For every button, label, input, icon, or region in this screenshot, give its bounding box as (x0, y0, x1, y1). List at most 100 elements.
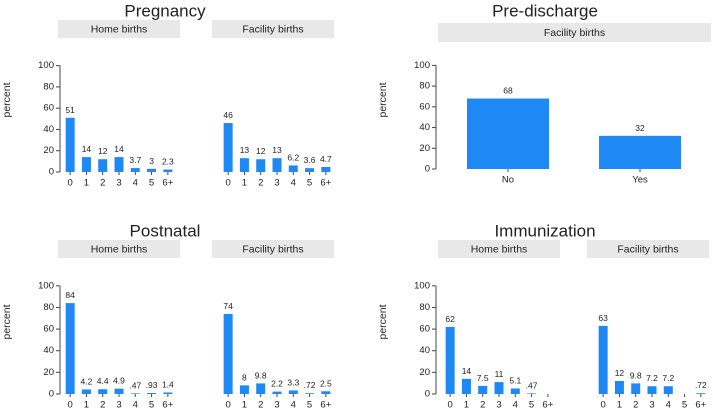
x-tick-label: Yes (632, 175, 648, 186)
x-tick-label: 4 (133, 178, 138, 189)
chart-panel-pre-discharge: Pre-discharge percent 0 20 40 60 80 100 Facility… (377, 1, 711, 186)
facet-strip (587, 240, 709, 258)
bar (647, 386, 657, 394)
bar (696, 393, 706, 394)
x-tick-label: 5 (682, 400, 687, 408)
bar (663, 386, 673, 394)
bar (631, 383, 641, 394)
bar-value-label: .93 (146, 380, 158, 390)
x-tick-label: 2 (480, 400, 485, 408)
bar-value-label: 3.3 (287, 377, 299, 387)
x-tick-label: 2 (100, 400, 105, 408)
bar (321, 167, 331, 172)
bar-value-label: .72 (304, 380, 316, 390)
bar (256, 159, 266, 172)
x-tick-label: 1 (84, 178, 89, 189)
x-tick-label: 3 (649, 400, 654, 408)
y-tick-label: 60 (419, 101, 430, 112)
bar-value-label: .72 (695, 380, 707, 390)
bar (147, 168, 157, 172)
y-tick-label: 60 (43, 103, 54, 114)
facet-strip-label: Facility births (242, 23, 303, 35)
bar-value-label: 9.8 (630, 370, 642, 380)
bar-value-label: 9.8 (255, 370, 267, 380)
y-tick-label: 80 (419, 81, 430, 92)
bar (223, 123, 233, 172)
panel-title: Pre-discharge (492, 1, 598, 20)
bar (614, 381, 624, 394)
y-tick-label: 100 (38, 60, 54, 71)
x-tick-label: 6+ (320, 178, 331, 189)
bar-value-label: 4.4 (97, 376, 109, 386)
x-tick-label: 2 (258, 400, 263, 408)
x-tick-label: 1 (242, 178, 247, 189)
bar (321, 391, 331, 394)
x-tick-label: 5 (307, 400, 312, 408)
bar-value-label: 2.5 (320, 378, 332, 388)
bar-value-label: 3.7 (129, 155, 141, 165)
bar-value-label: 46 (223, 110, 233, 120)
x-tick-label: 3 (274, 400, 279, 408)
bar-value-label: 12 (256, 146, 266, 156)
y-tick-label: 0 (425, 389, 430, 400)
bar-value-label: 74 (223, 301, 233, 311)
x-tick-label: 4 (291, 400, 296, 408)
bar-value-label: 6.2 (287, 152, 299, 162)
x-tick-label: 0 (67, 178, 72, 189)
facet-home-births: Home births 0 84 1 4.2 2 4.4 3 4.9 4 .47 5 .93 6+ 1.4 (58, 240, 180, 408)
x-tick-label: 2 (100, 178, 105, 189)
x-tick-label: 6+ (542, 400, 553, 408)
facet-strip-label: Home births (471, 243, 528, 255)
bar-value-label: 14 (462, 366, 472, 376)
y-tick-label: 60 (419, 324, 430, 335)
bar (130, 393, 140, 394)
y-axis-label: percent (1, 304, 13, 339)
x-tick-label: 0 (600, 400, 605, 408)
bar-value-label: 62 (445, 314, 455, 324)
x-tick-label: 4 (291, 178, 296, 189)
x-tick-label: 3 (116, 178, 121, 189)
y-tick-label: 100 (414, 60, 430, 71)
bar (98, 159, 108, 172)
x-tick-label: 0 (225, 178, 230, 189)
bar (599, 135, 681, 169)
x-tick-label: 5 (529, 400, 534, 408)
bar (130, 168, 140, 172)
facet-strip (438, 240, 560, 258)
bar-value-label: 14 (114, 144, 124, 154)
facet-strip-label: Facility births (242, 243, 303, 255)
bar-value-label: 3 (149, 156, 154, 166)
x-tick-label: 4 (513, 400, 518, 408)
x-tick-label: 6+ (695, 400, 706, 408)
y-tick-label: 100 (38, 280, 54, 291)
y-tick-label: 20 (43, 145, 54, 156)
x-tick-label: 5 (307, 178, 312, 189)
x-tick-label: 6+ (320, 400, 331, 408)
facet-strip (438, 23, 711, 42)
x-tick-label: 6+ (162, 400, 173, 408)
y-tick-label: 100 (414, 280, 430, 291)
bar-value-label: 68 (503, 86, 513, 96)
x-tick-label: 3 (274, 178, 279, 189)
bar (81, 157, 91, 172)
bar (65, 303, 75, 394)
bar (461, 378, 471, 394)
bar (147, 392, 157, 394)
y-axis-label: percent (1, 82, 13, 117)
bar-value-label: 1.4 (162, 379, 174, 389)
facet-strip (58, 20, 180, 38)
facet-strip (58, 240, 180, 258)
bar (288, 390, 298, 394)
bar-value-label: 63 (598, 313, 608, 323)
y-tick-label: 40 (43, 124, 54, 135)
bar-value-label: 51 (65, 105, 75, 115)
bar-value-label: 3.6 (304, 155, 316, 165)
facet-facility-births: Facility births 0 46 1 13 2 12 3 13 4 6.2 5 3.6 6+ 4.7 (212, 20, 334, 189)
bar (65, 117, 75, 172)
x-tick-label: 0 (67, 400, 72, 408)
y-tick-label: 40 (43, 345, 54, 356)
bar (272, 158, 282, 172)
